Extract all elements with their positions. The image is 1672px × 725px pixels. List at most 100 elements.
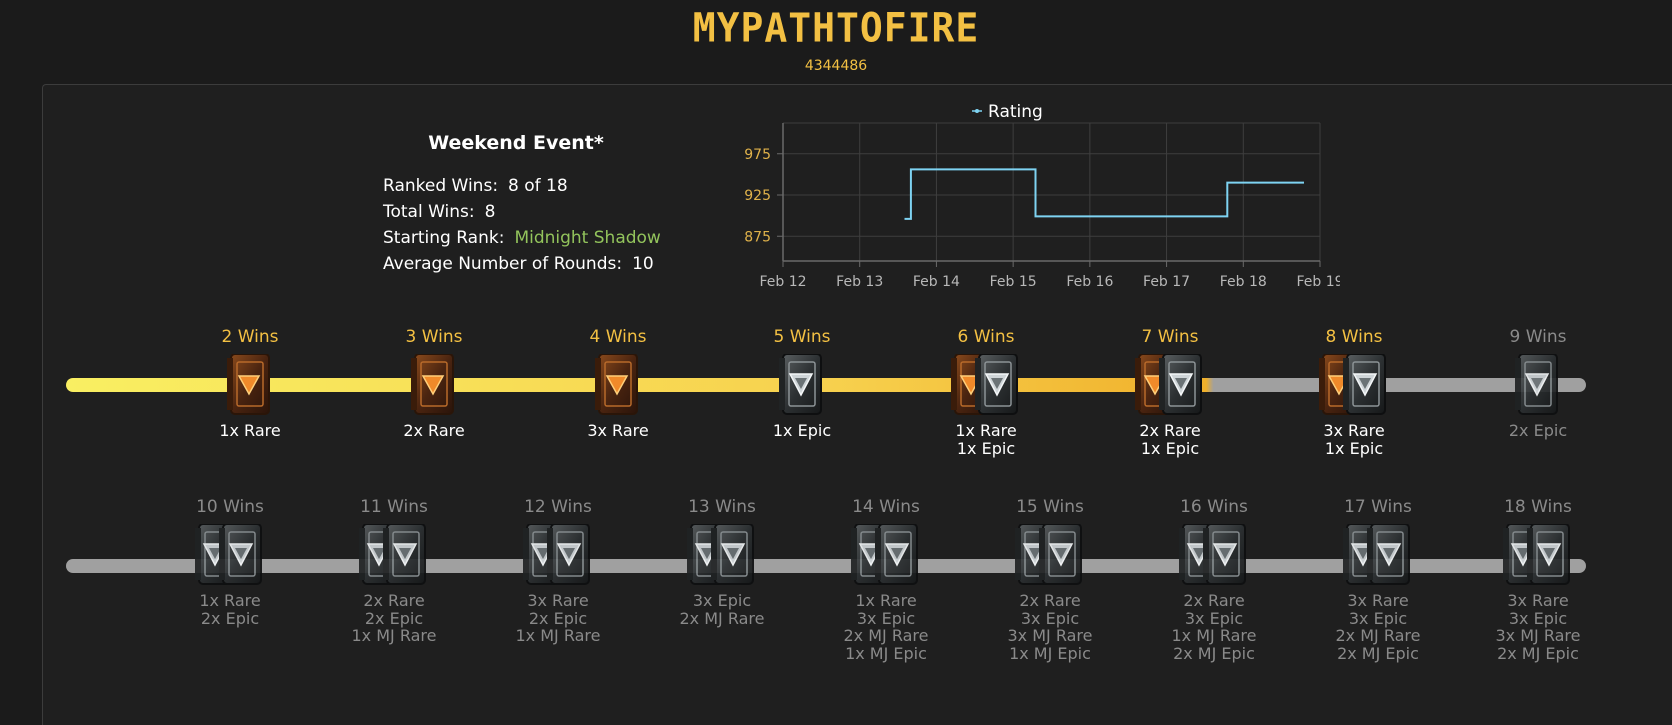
x-tick-label: Feb 14 <box>913 274 960 290</box>
milestone-15-wins: 15 Wins 2x Rare 3x Epic 3x MJ Rare 1x MJ Ep… <box>975 496 1125 662</box>
milestone-reward-line: 3x Epic <box>692 591 752 610</box>
milestone-icon-wrap <box>543 348 693 422</box>
milestone-wins-label: 17 Wins <box>1344 497 1412 517</box>
epic-packs-icon <box>687 523 757 590</box>
milestone-reward-line: 3x Rare <box>1507 591 1569 610</box>
rare-pack-icon <box>227 353 273 420</box>
milestone-icon-wrap <box>975 518 1125 592</box>
milestone-reward-line: 3x Epic <box>1020 608 1080 628</box>
x-tick-label: Feb 16 <box>1066 274 1113 290</box>
y-tick-label: 925 <box>744 188 771 204</box>
milestone-wins-label: 6 Wins <box>957 327 1015 347</box>
epic-pack-icon <box>779 353 825 420</box>
milestone-icon-wrap <box>1139 518 1289 592</box>
milestone-icon-wrap <box>911 348 1061 422</box>
milestone-6-wins: 6 Wins 1x Rare 1x Epic <box>911 326 1061 457</box>
milestone-reward-line: 2x Rare <box>1139 421 1201 440</box>
milestone-reward-line: 2x Epic <box>1508 421 1568 440</box>
event-title: Weekend Event* <box>428 132 604 154</box>
milestone-wins-label: 13 Wins <box>688 497 756 517</box>
epic-packs-icon <box>1343 523 1413 590</box>
milestone-reward-line: 3x Epic <box>856 608 916 628</box>
legend-marker-dot <box>975 109 979 113</box>
milestone-icon-wrap <box>811 518 961 592</box>
milestone-16-wins: 16 Wins 2x Rare 3x Epic 1x MJ Rare 2x MJ Ep… <box>1139 496 1289 662</box>
milestone-wins-label: 12 Wins <box>524 497 592 517</box>
epic-packs-icon <box>359 523 429 590</box>
milestone-reward-line: 1x Epic <box>956 438 1016 458</box>
milestone-reward-line: 1x Rare <box>219 421 281 440</box>
milestone-reward-line: 3x Rare <box>527 591 589 610</box>
milestone-2-wins: 2 Wins 1x Rare <box>175 326 325 440</box>
rare-and-epic-pack-icon <box>1319 353 1389 420</box>
milestone-wins-label: 10 Wins <box>196 497 264 517</box>
stat-label: Total Wins: <box>383 202 475 222</box>
player-id: 4344486 <box>804 58 868 74</box>
milestone-reward-line: 1x Rare <box>955 421 1017 440</box>
x-tick-label: Feb 17 <box>1143 274 1190 290</box>
rare-pack-icon <box>595 353 641 420</box>
milestone-reward-line: 3x MJ Rare <box>1007 626 1093 645</box>
epic-packs-icon <box>1015 523 1085 590</box>
milestone-reward-line: 2x MJ Epic <box>1173 643 1255 663</box>
milestone-reward-line: 3x Epic <box>1348 608 1408 628</box>
milestone-icon-wrap <box>155 518 305 592</box>
milestone-wins-label: 9 Wins <box>1509 327 1567 347</box>
milestone-reward-line: 2x MJ Rare <box>843 626 929 645</box>
y-tick-label: 875 <box>744 229 771 245</box>
milestone-17-wins: 17 Wins 3x Rare 3x Epic 2x MJ Rare 2x MJ Ep… <box>1303 496 1453 662</box>
stat-value: 10 <box>632 254 654 274</box>
milestone-14-wins: 14 Wins 1x Rare 3x Epic 2x MJ Rare 1x MJ Ep… <box>811 496 961 662</box>
milestone-wins-label: 16 Wins <box>1180 497 1248 517</box>
epic-packs-icon <box>523 523 593 590</box>
rating-series-line <box>904 168 1304 220</box>
event-panel <box>42 84 1672 725</box>
milestone-wins-label: 7 Wins <box>1141 327 1199 347</box>
x-tick-label: Feb 18 <box>1220 274 1267 290</box>
x-tick-label: Feb 15 <box>990 274 1037 290</box>
milestone-reward-line: 2x Rare <box>363 591 425 610</box>
stat-total-wins: Total Wins: 8 <box>383 202 495 222</box>
stat-ranked-wins: Ranked Wins: 8 of 18 <box>383 176 568 196</box>
milestone-9-wins: 9 Wins 2x Epic <box>1463 326 1613 440</box>
milestone-reward-line: 1x MJ Epic <box>845 643 927 663</box>
milestone-reward-line: 1x Epic <box>1324 438 1384 458</box>
milestone-reward-line: 3x Rare <box>1323 421 1385 440</box>
y-tick-label: 975 <box>744 147 771 163</box>
milestone-icon-wrap <box>319 518 469 592</box>
epic-packs-icon <box>1179 523 1249 590</box>
milestone-reward-line: 3x Rare <box>1347 591 1409 610</box>
milestone-icon-wrap <box>1095 348 1245 422</box>
milestone-4-wins: 4 Wins 3x Rare <box>543 326 693 440</box>
stat-value: 8 of 18 <box>508 176 568 196</box>
stat-label: Average Number of Rounds: <box>383 254 623 274</box>
rare-and-epic-pack-icon <box>1135 353 1205 420</box>
milestone-reward-line: 1x Epic <box>772 421 832 440</box>
milestone-reward-line: 3x Epic <box>1184 608 1244 628</box>
milestone-wins-label: 5 Wins <box>773 327 831 347</box>
milestone-wins-label: 4 Wins <box>589 327 647 347</box>
milestone-7-wins: 7 Wins 2x Rare 1x Epic <box>1095 326 1245 457</box>
stat-label: Ranked Wins: <box>383 176 499 196</box>
milestone-18-wins: 18 Wins 3x Rare 3x Epic 3x MJ Rare 2x MJ Ep… <box>1463 496 1613 662</box>
milestone-reward-line: 1x MJ Rare <box>1171 626 1257 645</box>
stat-value: Midnight Shadow <box>514 228 661 248</box>
milestone-13-wins: 13 Wins 3x Epic 2x MJ Rare <box>647 496 797 627</box>
milestone-reward-line: 1x Rare <box>855 591 917 610</box>
stat-label: Starting Rank: <box>383 228 505 248</box>
milestone-icon-wrap <box>727 348 877 422</box>
milestone-reward-line: 2x Rare <box>403 421 465 440</box>
milestone-reward-line: 2x Epic <box>200 608 260 628</box>
milestone-reward-line: 2x Rare <box>1183 591 1245 610</box>
epic-packs-icon <box>195 523 265 590</box>
milestone-reward-line: 2x Rare <box>1019 591 1081 610</box>
x-tick-label: Feb 13 <box>836 274 883 290</box>
x-tick-label: Feb 19 <box>1296 274 1340 290</box>
milestone-reward-line: 3x Epic <box>1508 608 1568 628</box>
milestone-wins-label: 3 Wins <box>405 327 463 347</box>
milestone-icon-wrap <box>1463 518 1613 592</box>
x-tick-label: Feb 12 <box>759 274 806 290</box>
milestone-reward-line: 3x MJ Rare <box>1495 626 1581 645</box>
milestone-reward-line: 2x MJ Epic <box>1337 643 1419 663</box>
milestone-10-wins: 10 Wins 1x Rare 2x Epic <box>155 496 305 627</box>
